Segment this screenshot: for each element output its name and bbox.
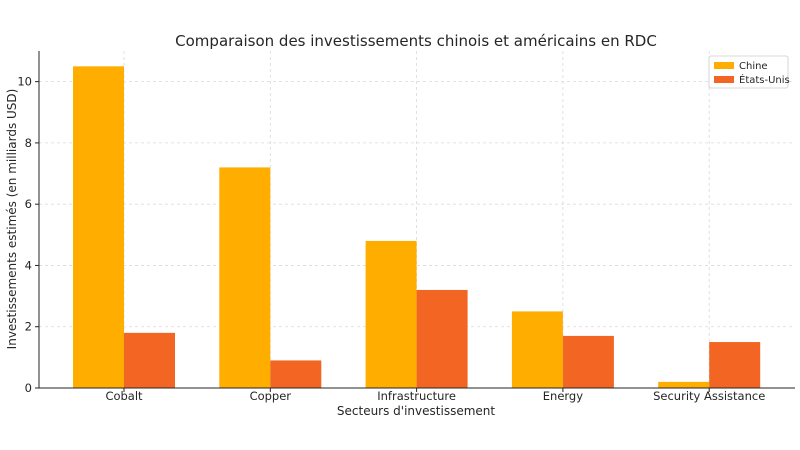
y-tick-label: 10 [17, 75, 32, 89]
bar-chine [658, 381, 710, 388]
bar-chine [365, 240, 417, 388]
y-tick-label: 8 [25, 136, 32, 150]
legend-swatch [714, 62, 734, 69]
y-tick-label: 0 [25, 381, 32, 395]
y-tick-label: 6 [25, 197, 32, 211]
bar-chine [73, 66, 124, 389]
bar-etats-unis [124, 332, 175, 388]
bar-chine [219, 167, 271, 388]
x-tick-label: Copper [250, 389, 292, 403]
bar-etats-unis [416, 289, 468, 388]
legend-label: Chine [739, 61, 768, 72]
axes [35, 51, 795, 392]
bars [73, 66, 761, 389]
bar-etats-unis [709, 342, 761, 388]
tick-labels: Cobalt Copper Infrastructure Energy Security… [17, 75, 765, 403]
x-axis-label: Secteurs d'investissement [337, 404, 495, 418]
y-tick-label: 4 [25, 258, 32, 272]
x-tick-label: Security Assistance [653, 389, 765, 403]
legend-label: États-Unis [739, 73, 790, 86]
y-tick-label: 2 [25, 320, 32, 334]
bar-etats-unis [562, 335, 614, 388]
chart-title: Comparaison des investissements chinois … [175, 32, 657, 50]
bar-etats-unis [270, 360, 322, 388]
bar-chine [511, 311, 563, 388]
x-tick-label: Infrastructure [377, 389, 456, 403]
y-axis-label: Investissements estimés (en milliards US… [5, 89, 19, 350]
x-tick-label: Cobalt [105, 389, 143, 403]
legend-swatch [714, 76, 734, 83]
x-tick-label: Energy [543, 389, 583, 403]
